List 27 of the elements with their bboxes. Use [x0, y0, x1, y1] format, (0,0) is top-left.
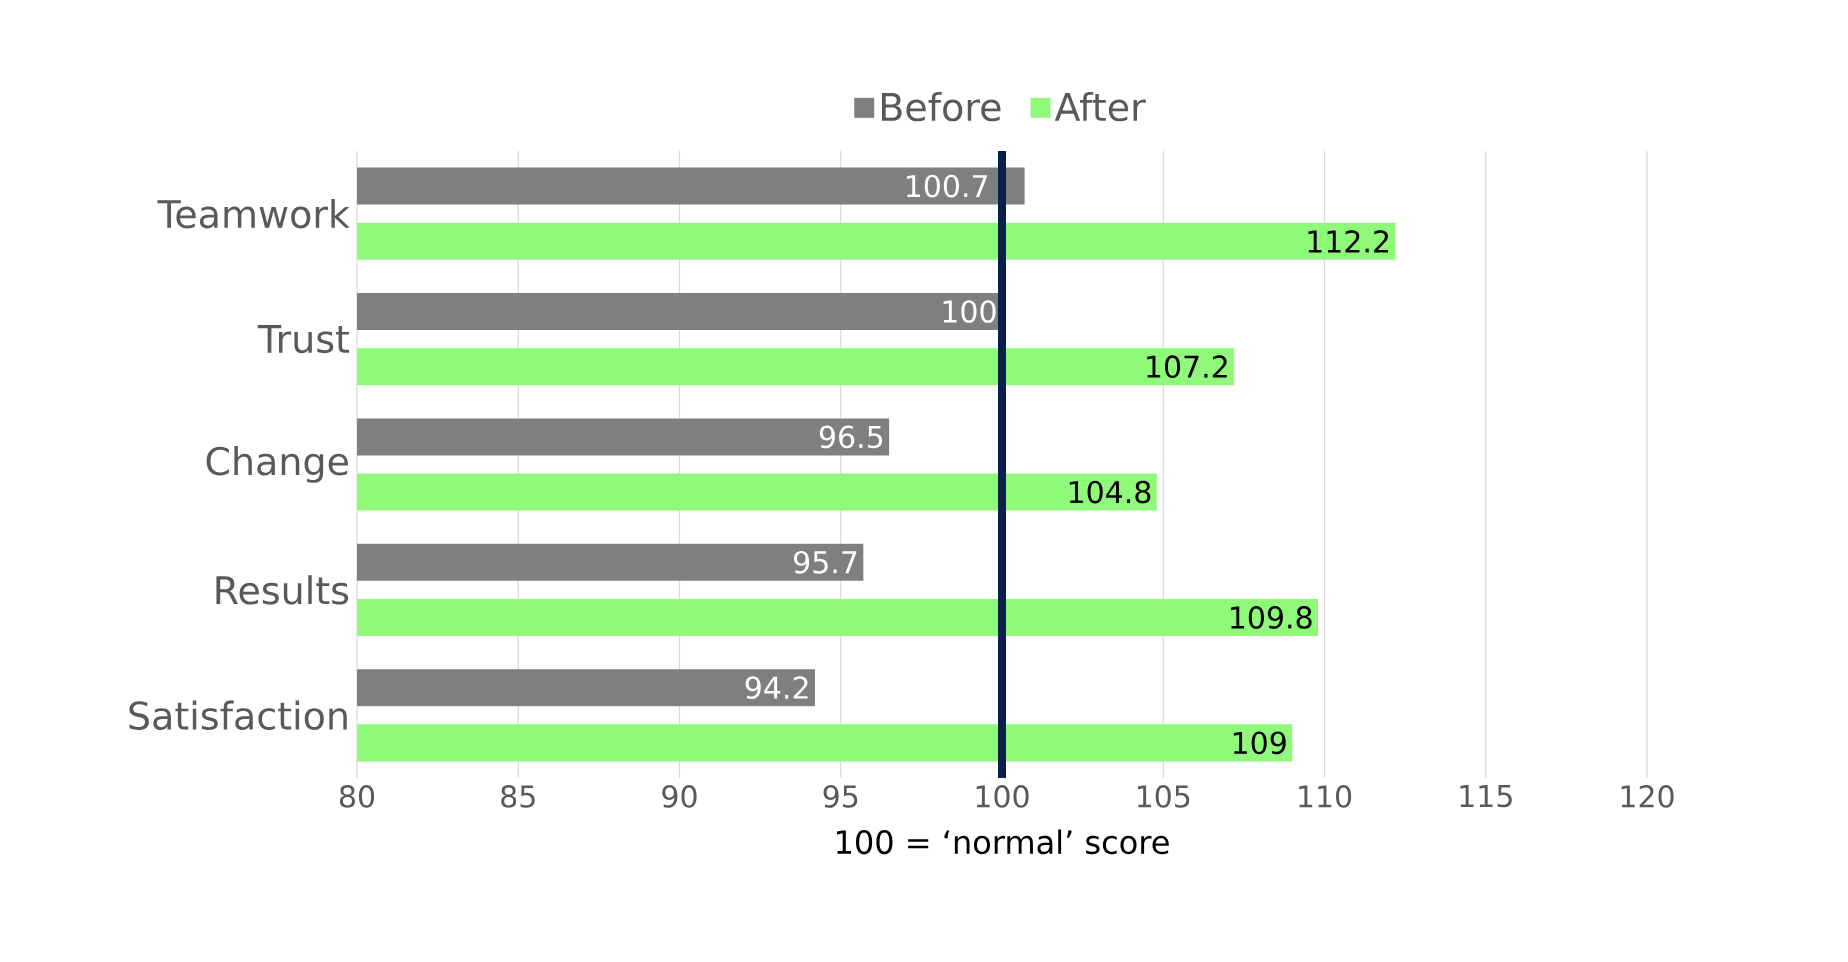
data-label: 109: [1233, 731, 1286, 755]
x-tick-label: 80: [339, 785, 375, 808]
data-label: 104.8: [1069, 480, 1151, 504]
x-tick-label: 110: [1299, 785, 1352, 808]
y-tick-label: Satisfaction: [129, 700, 347, 730]
legend-label: Before: [881, 91, 1001, 122]
x-tick-label: 115: [1460, 785, 1512, 808]
y-tick-label: Teamwork: [157, 198, 350, 229]
legend-label: After: [1054, 91, 1146, 122]
x-tick-label: 105: [1137, 785, 1190, 808]
data-label: 109.8: [1231, 606, 1312, 629]
y-tick-label: Trust: [257, 324, 350, 354]
data-label: 112.2: [1308, 230, 1389, 253]
data-label: 100.7: [907, 174, 988, 198]
x-axis-title: 100 = ‘normal’ score: [837, 829, 1169, 855]
y-tick-label: Change: [206, 446, 348, 483]
data-label: 95.7: [794, 550, 857, 574]
data-label: 96.5: [819, 425, 883, 449]
data-label: 107.2: [1147, 355, 1227, 379]
x-tick-label: 90: [662, 785, 697, 808]
x-tick-label: 95: [823, 785, 858, 808]
x-tick-label: 120: [1621, 785, 1674, 808]
y-tick-label: Results: [216, 575, 349, 605]
data-label: 94.2: [745, 676, 808, 700]
x-tick-label: 85: [501, 785, 535, 808]
x-tick-label: 100: [976, 785, 1029, 808]
data-label: 100: [943, 300, 996, 323]
